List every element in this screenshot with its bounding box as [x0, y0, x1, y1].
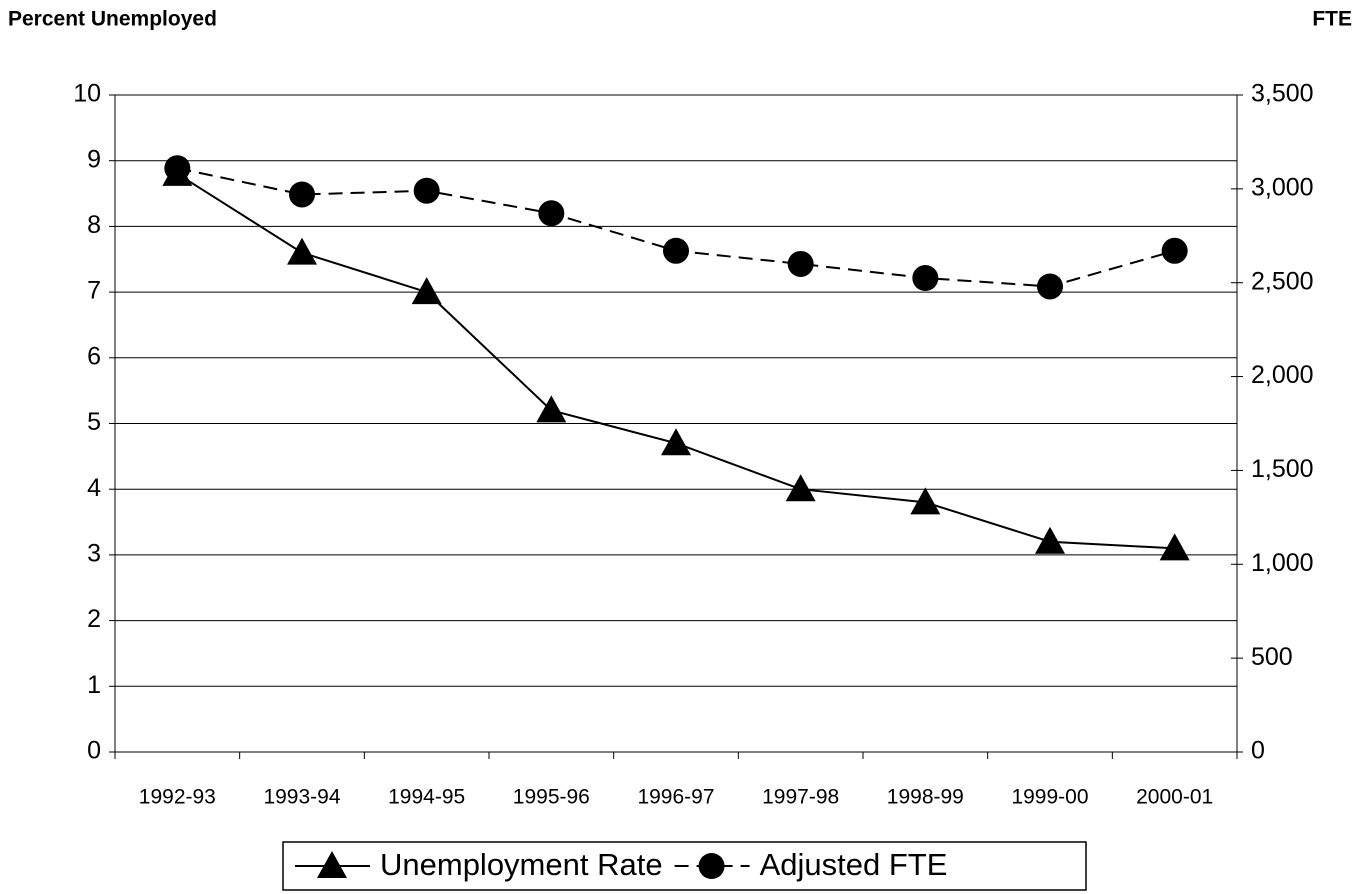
series-line — [177, 167, 1175, 288]
y2-tick-label: 0 — [1251, 737, 1265, 765]
legend-marker — [317, 851, 347, 878]
data-point — [912, 265, 939, 292]
data-point — [787, 250, 814, 277]
y2-axis-title: FTE — [1312, 8, 1352, 31]
y2-tick-label: 2,000 — [1251, 361, 1314, 389]
data-point — [164, 155, 191, 182]
legend-label: Adjusted FTE — [760, 847, 948, 882]
y2-tick-label: 1,000 — [1251, 549, 1314, 577]
x-tick-label: 1993-94 — [263, 786, 340, 809]
x-tick-label: 1995-96 — [513, 786, 590, 809]
x-tick-label: 2000-01 — [1136, 786, 1213, 809]
data-point — [661, 428, 691, 456]
y-axis-title: Percent Unemployed — [8, 8, 217, 31]
series-line — [176, 172, 1175, 550]
x-tick-label: 1994-95 — [388, 786, 465, 809]
data-point — [538, 200, 565, 227]
data-point — [289, 181, 315, 208]
data-point — [1159, 533, 1190, 561]
y-tick-label: 6 — [87, 342, 101, 370]
data-point — [1037, 273, 1063, 300]
x-tick-label: 1996-97 — [637, 786, 714, 809]
data-point — [411, 277, 442, 305]
data-point — [785, 474, 816, 502]
y2-tick-label: 1,500 — [1251, 455, 1314, 483]
data-point — [663, 237, 689, 264]
y-tick-label: 0 — [87, 737, 101, 765]
y-tick-label: 1 — [87, 671, 101, 699]
y-tick-label: 3 — [87, 540, 101, 568]
data-point — [287, 237, 317, 265]
y2-tick-label: 3,500 — [1251, 80, 1314, 108]
y-tick-label: 4 — [87, 474, 101, 502]
data-point — [910, 487, 941, 515]
data-point — [536, 395, 567, 423]
y2-tick-label: 500 — [1251, 643, 1293, 671]
data-point — [1161, 237, 1188, 264]
x-tick-label: 1999-00 — [1011, 786, 1088, 809]
y-tick-label: 10 — [73, 80, 101, 108]
y-tick-label: 2 — [87, 605, 101, 633]
y-tick-label: 7 — [87, 277, 101, 305]
data-point — [413, 177, 440, 204]
y2-tick-label: 3,000 — [1251, 173, 1314, 201]
x-tick-label: 1992-93 — [139, 786, 216, 809]
x-tick-label: 1997-98 — [762, 786, 839, 809]
y-tick-label: 9 — [87, 145, 101, 173]
data-point — [1035, 526, 1065, 554]
y2-tick-label: 2,500 — [1251, 267, 1314, 295]
legend-label: Unemployment Rate — [380, 847, 663, 882]
y-tick-label: 5 — [87, 408, 101, 436]
x-tick-label: 1998-99 — [887, 786, 964, 809]
y-tick-label: 8 — [87, 211, 101, 239]
legend-marker — [698, 853, 725, 879]
